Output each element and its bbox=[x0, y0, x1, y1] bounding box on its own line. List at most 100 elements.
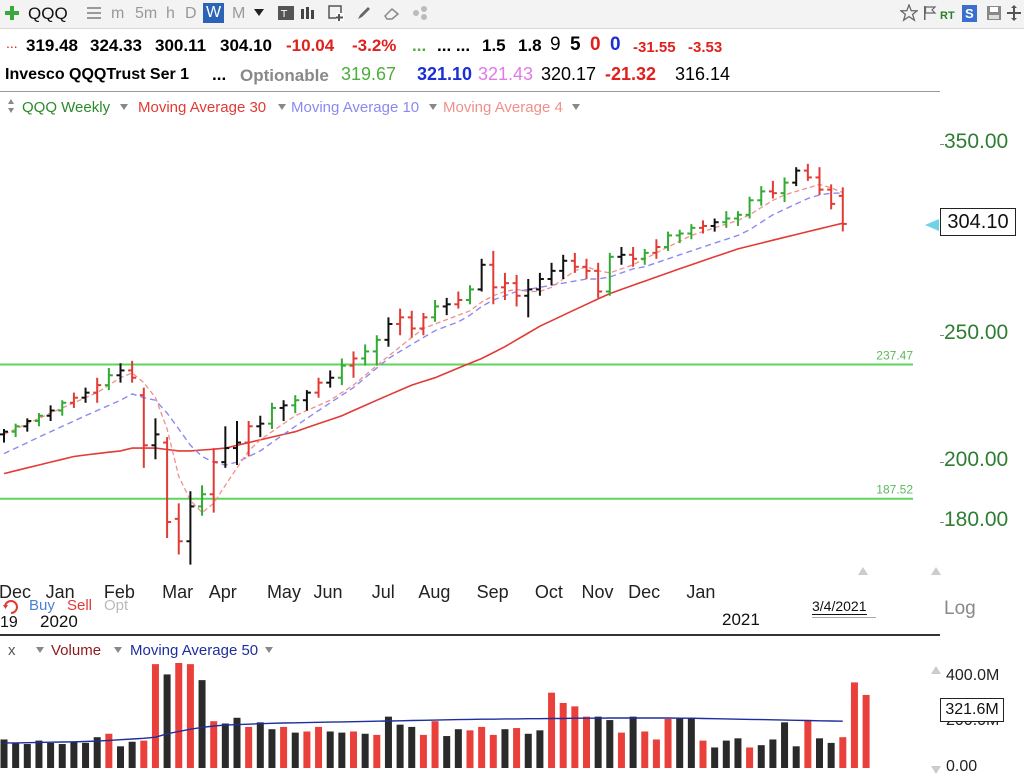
star-icon[interactable] bbox=[900, 4, 918, 22]
volume-bar bbox=[198, 680, 206, 768]
legend-ma4-dropdown-icon[interactable] bbox=[572, 104, 580, 110]
volume-scroll-down-icon[interactable] bbox=[931, 766, 941, 774]
legend-volume-ma[interactable]: Moving Average 50 bbox=[130, 642, 259, 659]
volume-bar bbox=[839, 737, 847, 768]
ohlc-bar bbox=[780, 177, 789, 203]
volume-bar bbox=[256, 722, 264, 768]
flag-icon[interactable] bbox=[922, 5, 938, 21]
ohlc-bar bbox=[139, 387, 148, 468]
security-name: Invesco QQQTrust Ser 1 bbox=[5, 66, 190, 83]
ohlc-bar bbox=[186, 491, 195, 565]
volume-bar bbox=[23, 744, 31, 768]
volume-chart[interactable] bbox=[0, 636, 940, 782]
volume-bar bbox=[47, 742, 55, 768]
ohlc-bar bbox=[11, 423, 20, 438]
indicator-add-icon[interactable] bbox=[328, 5, 344, 21]
eraser-icon[interactable] bbox=[384, 5, 400, 21]
pane-grip-icon[interactable] bbox=[8, 99, 14, 113]
ohlc-bar bbox=[93, 377, 102, 403]
quote-value-4: 320.17 bbox=[541, 64, 597, 84]
timeframe-month[interactable]: M bbox=[232, 5, 246, 22]
volume-ma-dropdown-icon[interactable] bbox=[114, 647, 122, 653]
time-axis[interactable]: Dec Jan Feb Mar Apr May Jun Jul Aug Sep Oct Nov Dec J… bbox=[0, 582, 940, 606]
add-symbol-icon[interactable] bbox=[4, 5, 20, 21]
volume-bar bbox=[536, 730, 544, 768]
sell-button[interactable]: Sell bbox=[67, 597, 93, 614]
buy-button[interactable]: Buy bbox=[29, 597, 55, 614]
volume-bar bbox=[291, 732, 299, 768]
volume-bars bbox=[0, 663, 870, 768]
timeframe-5m[interactable]: 5m bbox=[135, 5, 158, 22]
bar-style-icon[interactable] bbox=[300, 5, 316, 21]
legend-ma10-dropdown-icon[interactable] bbox=[429, 104, 437, 110]
timeframe-h[interactable]: h bbox=[166, 5, 175, 22]
ohlc-bar bbox=[279, 400, 288, 421]
volume-bar bbox=[548, 692, 556, 768]
volume-bar bbox=[524, 733, 532, 768]
year-label-2020: 2020 bbox=[40, 612, 78, 631]
legend-volume[interactable]: Volume bbox=[51, 642, 102, 659]
timeframe-d[interactable]: D bbox=[185, 5, 197, 22]
volume-bar bbox=[734, 738, 742, 768]
volume-bar bbox=[175, 663, 183, 768]
legend-ma30[interactable]: Moving Average 30 bbox=[138, 99, 267, 116]
legend-price-series[interactable]: QQQ Weekly bbox=[22, 99, 111, 116]
quote-dots-3: ... ... bbox=[437, 36, 471, 55]
volume-bar bbox=[757, 745, 765, 768]
ohlc-bar bbox=[291, 395, 300, 414]
pane-divider[interactable] bbox=[0, 634, 940, 636]
quote-dots-2: ... bbox=[412, 36, 427, 55]
price-axis[interactable]: 180.00 200.00 250.00 350.00 bbox=[940, 92, 1024, 632]
selected-date-label: 3/4/2021 bbox=[812, 598, 867, 615]
trade-icon[interactable] bbox=[2, 598, 20, 616]
list-icon[interactable] bbox=[86, 5, 102, 21]
month-label: Jun bbox=[313, 582, 343, 602]
volume-bar bbox=[431, 721, 439, 768]
pane-collapse-icon[interactable] bbox=[858, 567, 868, 575]
ohlc-bar bbox=[349, 351, 358, 378]
pencil-icon[interactable] bbox=[356, 5, 372, 21]
log-scale-toggle[interactable]: Log bbox=[944, 598, 976, 619]
scroll-up-icon[interactable] bbox=[931, 567, 941, 575]
legend-price-dropdown-icon[interactable] bbox=[120, 104, 128, 110]
volume-dropdown-icon[interactable] bbox=[36, 647, 44, 653]
volume-bar bbox=[781, 722, 789, 768]
s-button[interactable]: S bbox=[962, 5, 977, 22]
ohlc-bar bbox=[34, 413, 43, 427]
ohlc-bar bbox=[617, 246, 626, 265]
ohlc-bar bbox=[46, 405, 55, 421]
legend-ma30-dropdown-icon[interactable] bbox=[278, 104, 286, 110]
month-label: Apr bbox=[208, 582, 237, 602]
quote-high: 324.33 bbox=[90, 36, 142, 55]
volume-bar bbox=[617, 732, 625, 768]
share-icon[interactable] bbox=[412, 5, 428, 21]
text-tool-icon[interactable]: T bbox=[278, 5, 294, 21]
close-volume-pane-icon[interactable]: x bbox=[8, 642, 16, 659]
quote-blue-value: 321.10 bbox=[417, 64, 473, 84]
legend-ma10[interactable]: Moving Average 10 bbox=[291, 99, 420, 116]
ohlc-bar bbox=[326, 370, 335, 388]
month-label: Jan bbox=[45, 582, 75, 602]
ohlc-bar bbox=[209, 448, 218, 513]
timeframe-m[interactable]: m bbox=[111, 5, 125, 22]
symbol-field[interactable]: QQQ bbox=[28, 4, 68, 23]
volume-bar bbox=[396, 724, 404, 768]
toolbar: QQQ m 5m h D W M T RT S bbox=[0, 0, 1024, 29]
quote-v1: 1.5 bbox=[482, 36, 506, 55]
option-button[interactable]: Opt bbox=[104, 597, 129, 614]
save-icon[interactable] bbox=[986, 5, 1002, 21]
dropdown-triangle-icon[interactable] bbox=[254, 9, 264, 17]
volume-bar bbox=[210, 721, 218, 768]
price-chart[interactable]: 237.47 187.52 bbox=[0, 92, 940, 632]
header-divider bbox=[0, 91, 940, 92]
volume-bar bbox=[245, 726, 253, 768]
ohlc-bar bbox=[547, 262, 556, 286]
volume-ma-dropdown-icon-2[interactable] bbox=[265, 647, 273, 653]
move-icon[interactable] bbox=[1006, 5, 1022, 21]
volume-bar bbox=[478, 726, 486, 768]
timeframe-w-active[interactable]: W bbox=[203, 3, 225, 23]
price-tick-label: 250.00 bbox=[944, 321, 1009, 345]
legend-ma4[interactable]: Moving Average 4 bbox=[443, 99, 563, 116]
volume-scroll-up-icon[interactable] bbox=[931, 666, 941, 674]
volume-bar bbox=[419, 734, 427, 768]
